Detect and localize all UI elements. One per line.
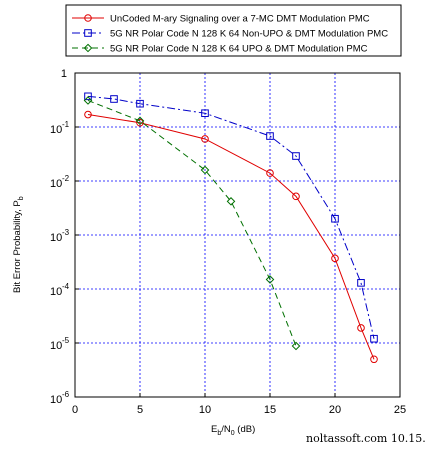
data-point	[226, 197, 236, 206]
x-axis-label-unit: (dB)	[235, 424, 256, 435]
legend-marker	[83, 43, 93, 53]
x-tick-label: 0	[72, 404, 78, 416]
data-point	[201, 109, 209, 118]
x-axis-label-sub-0: 0	[231, 430, 235, 437]
legend-box	[65, 4, 402, 57]
legend: UnCoded M-ary Signaling over a 7-MC DMT …	[65, 4, 402, 57]
series-1	[84, 110, 378, 364]
data-point	[266, 132, 274, 140]
data-point	[292, 152, 300, 160]
y-tick-label: 10	[50, 178, 62, 190]
x-tick-label: 25	[394, 404, 406, 416]
data-point	[136, 118, 144, 127]
x-axis-label-n: /N	[221, 424, 231, 435]
data-point	[291, 341, 301, 351]
data-point	[357, 324, 365, 332]
data-point	[84, 92, 92, 101]
y-tick-exponent: -1	[62, 120, 70, 129]
data-point	[370, 355, 378, 364]
y-axis-label: Bit Error Probability, Pb	[12, 196, 25, 293]
y-tick-exponent: -3	[62, 228, 70, 237]
data-point	[266, 169, 274, 177]
y-axis-label-sub: b	[18, 196, 25, 200]
y-tick-label: 10	[50, 286, 62, 298]
data-point	[357, 279, 365, 287]
series-2	[84, 92, 378, 343]
series-group	[83, 92, 378, 364]
legend-marker	[84, 29, 92, 37]
svg-text:Eb/N0 (dB): Eb/N0 (dB)	[211, 424, 255, 437]
svg-text:Bit Error Probability, Pb: Bit Error Probability, Pb	[12, 196, 25, 293]
series-3	[83, 96, 301, 351]
data-point	[136, 99, 144, 108]
data-point	[292, 192, 300, 201]
y-tick-exponent: -2	[62, 174, 70, 183]
data-point	[201, 135, 209, 143]
data-point	[84, 110, 92, 119]
y-tick-label: 10	[50, 340, 62, 352]
y-tick-label: 1	[61, 68, 67, 80]
series-line	[87, 114, 375, 360]
y-tick-exponent: -6	[62, 390, 70, 399]
legend-marker	[84, 14, 92, 22]
data-point	[370, 334, 378, 343]
x-axis-label: Eb/N0 (dB)	[211, 424, 255, 437]
data-point	[83, 96, 93, 105]
data-point	[135, 116, 145, 126]
y-tick-exponent: -4	[62, 282, 70, 291]
data-point	[110, 95, 118, 103]
y-axis-label-main: Bit Error Probability, P	[12, 200, 23, 293]
series-line	[87, 100, 297, 347]
grid-lines	[75, 73, 400, 397]
data-point	[331, 254, 339, 263]
credit-text: noltassoft.com 10.15.25	[306, 432, 425, 445]
data-point	[331, 214, 339, 223]
x-axis-label-e: E	[211, 424, 217, 435]
legend-entry: 5G NR Polar Code N 128 K 64 Non-UPO & DM…	[110, 29, 388, 40]
series-line	[87, 95, 375, 339]
y-tick-label: 10	[50, 232, 62, 244]
data-point	[200, 165, 210, 175]
y-tick-label: 10	[50, 394, 62, 406]
x-tick-label: 5	[137, 404, 143, 416]
x-tick-label: 15	[264, 404, 276, 416]
x-tick-label: 20	[329, 404, 341, 416]
legend-entry: UnCoded M-ary Signaling over a 7-MC DMT …	[110, 14, 370, 25]
data-point	[265, 275, 275, 284]
x-axis-label-sub-b: b	[217, 430, 221, 437]
x-tick-label: 10	[199, 404, 211, 416]
y-tick-exponent: -5	[62, 336, 70, 345]
legend-entry: 5G NR Polar Code N 128 K 64 UPO & DMT Mo…	[110, 44, 368, 55]
y-tick-label: 10	[50, 124, 62, 136]
